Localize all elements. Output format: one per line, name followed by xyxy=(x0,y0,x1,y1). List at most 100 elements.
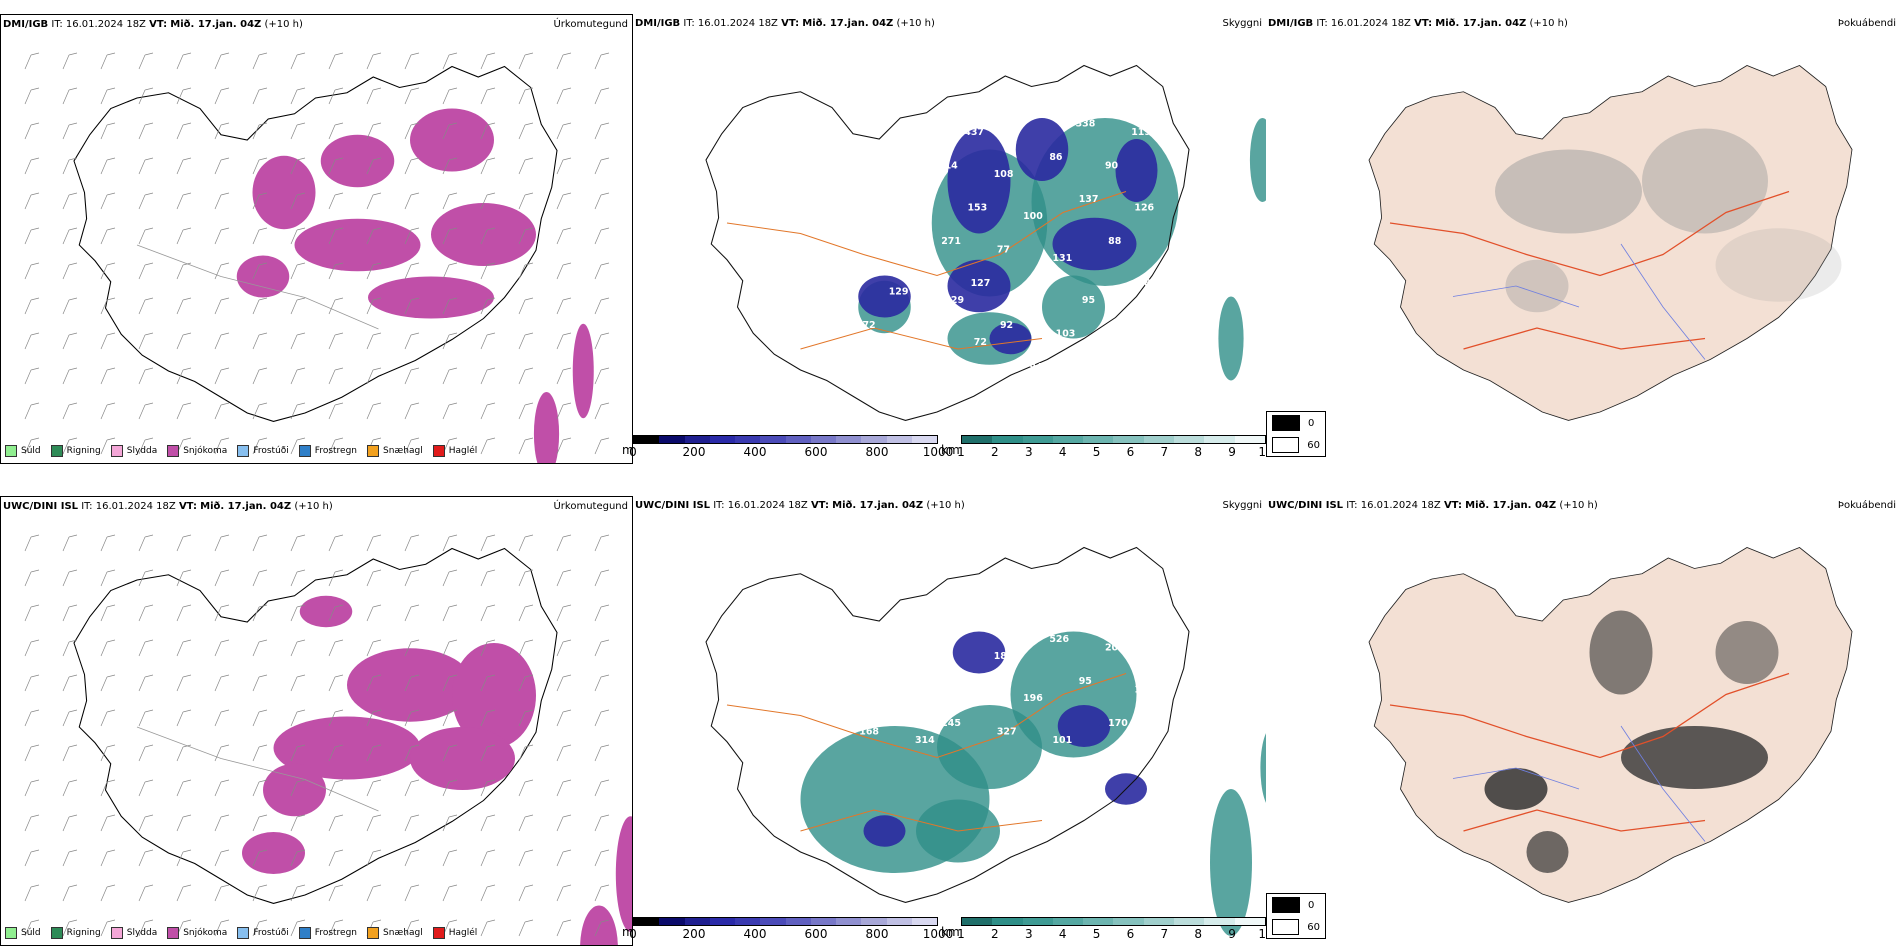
colorbar-tick: 6 xyxy=(1126,927,1135,941)
fog-legend-high: 60 xyxy=(1307,921,1320,933)
legend-item: Súld xyxy=(5,927,41,939)
colorbar-tick: 4 xyxy=(1058,927,1067,941)
colorbar-tick: 6 xyxy=(1126,445,1135,459)
fog-legend-high: 60 xyxy=(1307,439,1320,451)
cloud-base-colorbar: 0 200 400 600 800 1000 m xyxy=(622,917,953,941)
precip-map xyxy=(24,52,610,463)
cloud-base-label: 349 xyxy=(948,370,968,381)
cloud-base-label: 120 xyxy=(1131,609,1151,620)
legend-label: Frostregn xyxy=(314,446,358,456)
legend-label: Snjókoma xyxy=(183,928,228,938)
fog-map xyxy=(1368,65,1853,421)
colorbar-tick: 4 xyxy=(1058,445,1067,459)
cloud-base-label: 329 xyxy=(944,295,964,306)
cloud-base-label: 327 xyxy=(997,726,1017,737)
precip-type-panel-dmi: DMI/IGB IT: 16.01.2024 18Z VT: Mið. 17.j… xyxy=(0,14,633,464)
legend-swatch xyxy=(110,927,123,939)
colorbar-unit: km xyxy=(941,925,960,939)
colorbar-unit: m xyxy=(622,443,634,457)
cloud-base-label: 86 xyxy=(1049,152,1063,163)
fog-legend-low: 0 xyxy=(1308,899,1315,911)
cloud-base-label: 228 xyxy=(1026,286,1046,297)
cloud-base-label: 90 xyxy=(1105,160,1119,171)
legend-item: Haglél xyxy=(432,927,477,939)
cloud-base-label: 127 xyxy=(971,278,991,289)
cloud-base-label: 437 xyxy=(964,127,984,138)
cloud-base-label: 08 xyxy=(856,169,869,180)
panel-variable: Þokuábendi xyxy=(1837,500,1896,511)
cloud-base-label: 366 xyxy=(853,592,873,603)
fog-panel-dmi: DMI/IGB IT: 16.01.2024 18Z VT: Mið. 17.j… xyxy=(1266,14,1900,464)
visibility-map: 366 156 383 199 713 120 399 81 183 526 207 198 103 17… xyxy=(705,546,1266,936)
legend-item: Snæhagl xyxy=(367,445,423,457)
cloud-base-label: 183 xyxy=(994,651,1014,662)
fog-legend: 0 60 xyxy=(1266,411,1326,457)
cloud-base-label: 520 xyxy=(1020,110,1040,121)
panel-title: DMI/IGB IT: 16.01.2024 18Z VT: Mið. 17.j… xyxy=(1268,18,1568,29)
panel-title: UWC/DINI ISL IT: 16.01.2024 18Z VT: Mið.… xyxy=(1268,500,1598,511)
legend-swatch xyxy=(167,927,180,939)
cloud-base-label: 95 xyxy=(1079,676,1092,687)
cloud-base-label: 153 xyxy=(967,202,987,213)
colorbar-tick: 0 xyxy=(629,927,637,941)
cloud-base-label: 95 xyxy=(1082,295,1095,306)
cloud-base-label: 101 xyxy=(1053,735,1073,746)
colorbar-tick: 5 xyxy=(1092,445,1101,459)
legend-item: Snjókoma xyxy=(167,445,227,457)
colorbar-tick: 7 xyxy=(1160,927,1169,941)
legend-swatch xyxy=(237,927,250,939)
cloud-base-label: 81 xyxy=(938,642,951,653)
colorbar-tick: 600 xyxy=(804,445,828,459)
cloud-base-label: 179 xyxy=(967,684,987,695)
legend-label: Rigning xyxy=(66,928,101,938)
legend-swatch xyxy=(50,927,63,939)
cloud-base-label: 386 xyxy=(853,110,873,121)
colorbar-tick: 3 xyxy=(1024,927,1033,941)
colorbar-tick: 7 xyxy=(1160,445,1169,459)
legend-label: Súld xyxy=(21,928,41,938)
legend-item: Súld xyxy=(5,445,41,457)
fog-legend-low: 0 xyxy=(1308,417,1315,429)
legend-label: Haglél xyxy=(448,446,478,456)
fog-map xyxy=(1368,547,1853,903)
cloud-base-label: 103 xyxy=(912,676,932,687)
cloud-base-label: 80 xyxy=(1141,379,1155,390)
precip-map xyxy=(24,534,632,945)
legend-swatch xyxy=(237,445,250,457)
cloud-base-label: 198 xyxy=(856,651,876,662)
panel-variable: Úrkomutegund xyxy=(553,501,628,512)
legend-swatch xyxy=(50,445,63,457)
cloud-base-label: 108 xyxy=(994,169,1014,180)
legend-item: Slydda xyxy=(110,927,157,939)
cloud-base-label: 179 xyxy=(886,693,906,704)
cloud-base-label: 96 xyxy=(1085,370,1099,381)
cloud-base-label: 207 xyxy=(1105,642,1125,653)
colorbar-tick: 1000 xyxy=(922,445,954,459)
cloud-base-label: 61 xyxy=(918,328,931,339)
cloud-base-label: 119 xyxy=(1131,127,1151,138)
legend-swatch xyxy=(367,445,380,457)
cloud-base-label: 156 xyxy=(909,600,929,611)
cloud-base-label: 77 xyxy=(997,244,1010,255)
cloud-base-label: 199 xyxy=(1020,592,1040,603)
cloud-base-label: 19 xyxy=(1003,379,1016,390)
panel-variable: Úrkomutegund xyxy=(553,19,628,30)
precip-type-panel-uwc: UWC/DINI ISL IT: 16.01.2024 18Z VT: Mið.… xyxy=(0,496,633,946)
colorbar-tick: 9 xyxy=(1228,927,1236,941)
colorbar-tick: 400 xyxy=(743,445,767,459)
colorbar-tick: 3 xyxy=(1024,445,1033,459)
cloud-base-label: 99 xyxy=(886,211,899,222)
cloud-base-label: 222 xyxy=(909,118,929,129)
legend-swatch xyxy=(167,445,180,457)
legend-label: Snæhagl xyxy=(383,446,423,456)
cloud-base-label: 190 xyxy=(915,253,935,264)
cloud-base-label: 72 xyxy=(974,337,987,348)
cloud-base-label: 197 xyxy=(892,362,912,373)
cloud-base-colorbar: 0 200 400 600 800 1000 m xyxy=(622,435,953,459)
legend-item: Haglél xyxy=(432,445,478,457)
cloud-base-label: 199 xyxy=(912,194,932,205)
colorbar-tick: 400 xyxy=(743,927,767,941)
cloud-base-label: 196 xyxy=(1023,693,1043,704)
colorbar-tick: 8 xyxy=(1194,445,1203,459)
cloud-base-label: 181 xyxy=(1138,278,1158,289)
